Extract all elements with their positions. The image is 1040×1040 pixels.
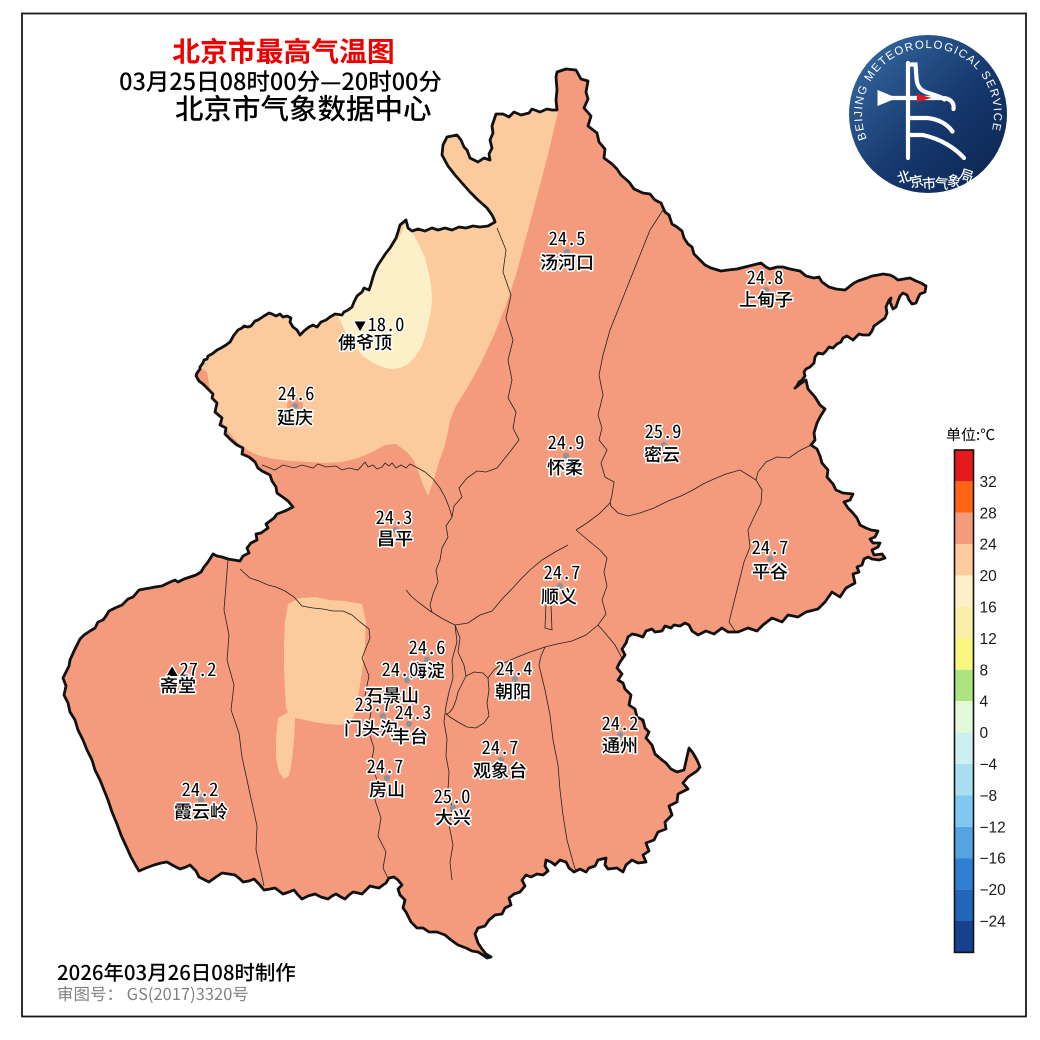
svg-text:8: 8 [980,662,989,679]
svg-text:−12: −12 [980,819,1006,836]
svg-text:24: 24 [980,537,998,554]
svg-text:4: 4 [980,694,989,711]
svg-text:−20: −20 [980,882,1007,899]
svg-text:−24: −24 [980,914,1007,931]
svg-text:28: 28 [980,505,997,522]
svg-text:12: 12 [980,631,997,648]
svg-text:−4: −4 [980,757,998,774]
svg-text:32: 32 [980,474,997,491]
svg-text:−16: −16 [980,851,1006,868]
svg-text:−8: −8 [980,788,998,805]
svg-text:0: 0 [980,725,989,742]
svg-text:16: 16 [980,600,997,617]
svg-text:20: 20 [980,568,998,585]
